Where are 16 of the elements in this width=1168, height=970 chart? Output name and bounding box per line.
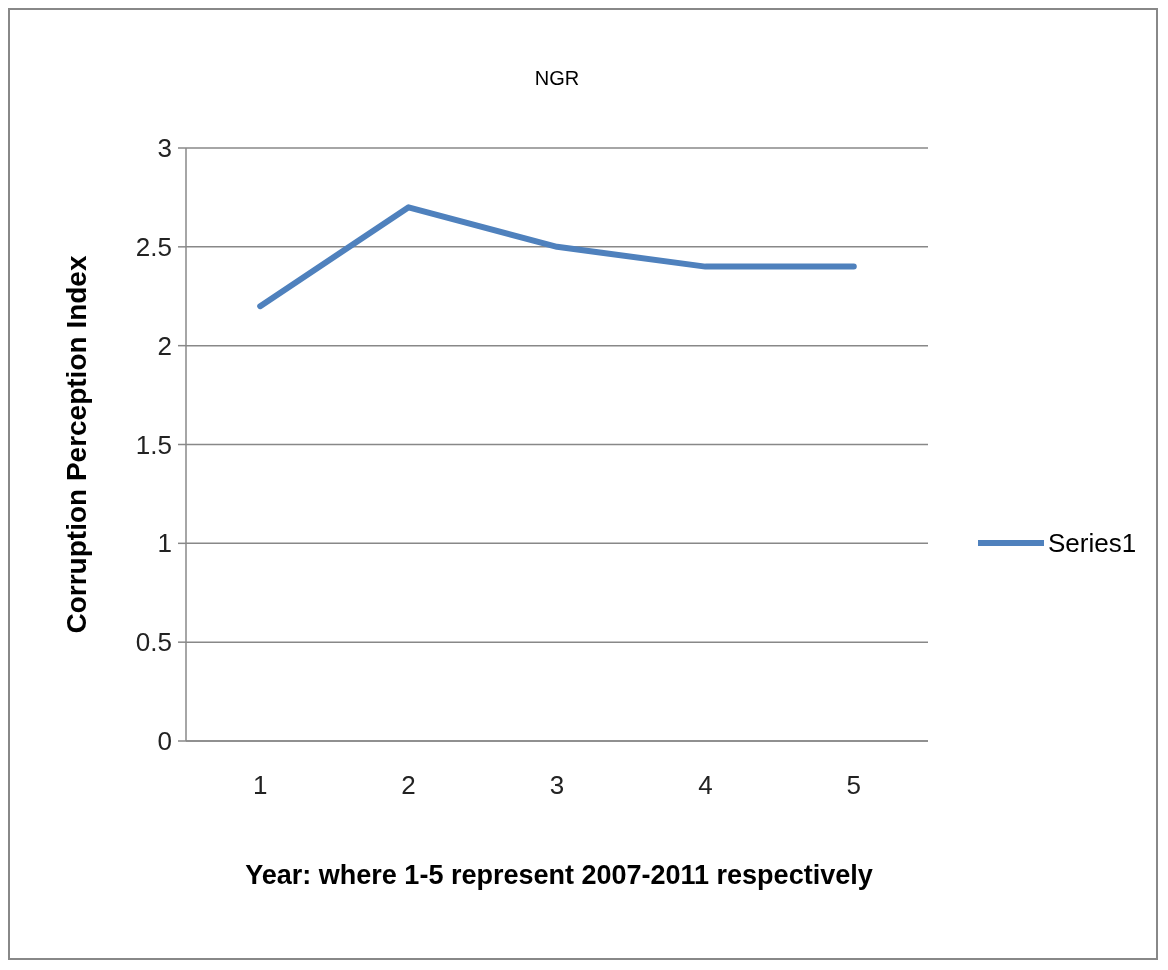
- chart-title: NGR: [534, 67, 580, 89]
- y-tick-label: 0.5: [135, 627, 172, 658]
- y-tick-label: 1.5: [135, 429, 172, 460]
- legend-label: Series1: [1048, 528, 1137, 559]
- x-tick-label: 4: [698, 770, 713, 800]
- x-tick-label: 3: [549, 770, 565, 800]
- y-tick-label: 2.5: [135, 231, 172, 262]
- x-tick-label: 2: [401, 770, 416, 800]
- x-tick-label: 5: [846, 770, 862, 800]
- x-axis-title: Year: where 1-5 represent 2007-2011 respectively: [245, 860, 873, 890]
- y-tick-label: 3: [157, 133, 172, 164]
- y-tick-label: 0: [157, 726, 172, 757]
- y-tick-label: 1: [157, 528, 172, 559]
- y-tick-label: 2: [157, 330, 172, 361]
- y-axis-title: Corruption Perception Index: [61, 255, 92, 634]
- x-tick-label: 1: [252, 770, 268, 800]
